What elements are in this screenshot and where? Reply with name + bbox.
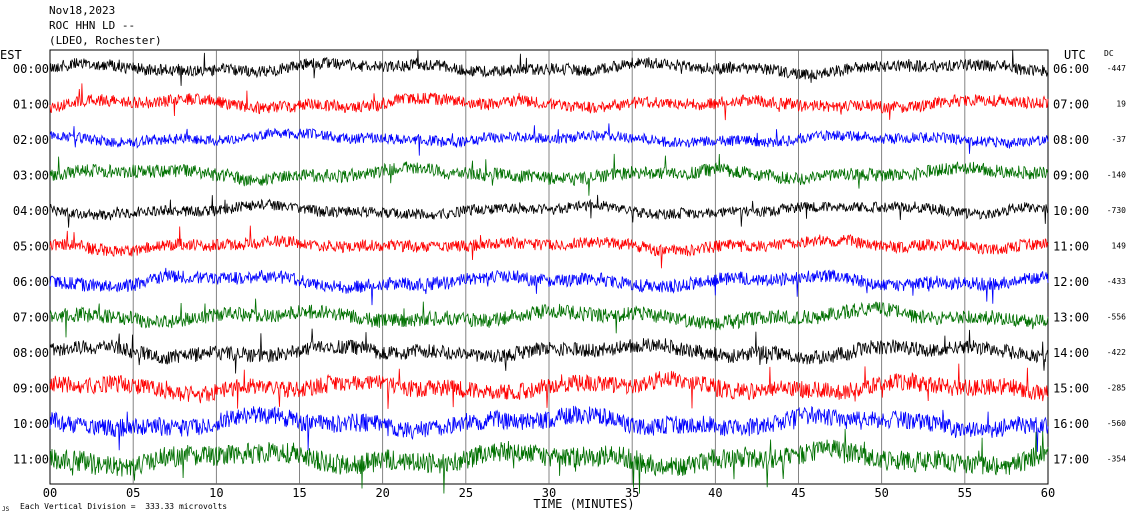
seismic-trace	[49, 428, 1049, 494]
x-tick-label: 40	[708, 486, 722, 500]
est-hour-label: 11:00	[13, 453, 49, 467]
x-tick-label: 05	[126, 486, 140, 500]
dc-offset-value: -560	[1107, 419, 1126, 428]
utc-hour-label: 08:00	[1053, 133, 1089, 147]
dc-offset-value: -422	[1107, 348, 1126, 357]
seismic-trace	[49, 153, 1049, 196]
dc-offset-value: -285	[1107, 384, 1126, 393]
seismic-trace	[49, 363, 1049, 409]
utc-hour-label: 16:00	[1053, 417, 1089, 431]
utc-hour-label: 12:00	[1053, 275, 1089, 289]
est-hour-label: 07:00	[13, 311, 49, 325]
dc-column-header: DC	[1104, 49, 1114, 58]
footer-mark: JS	[2, 506, 10, 513]
dc-offset-value: -730	[1107, 206, 1126, 215]
dc-offset-value: -140	[1107, 171, 1126, 180]
seismic-trace	[49, 123, 1049, 156]
right-timezone-label: UTC	[1064, 48, 1086, 62]
x-tick-label: 50	[874, 486, 888, 500]
left-timezone-label: EST	[0, 48, 22, 62]
est-hour-label: 04:00	[13, 204, 49, 218]
seismic-trace	[49, 83, 1049, 121]
utc-hour-label: 11:00	[1053, 240, 1089, 254]
dc-offset-value: 19	[1116, 100, 1126, 109]
x-tick-label: 10	[209, 486, 223, 500]
seismic-trace	[49, 194, 1049, 228]
dc-offset-value: -37	[1112, 135, 1127, 144]
dc-offset-value: -447	[1107, 64, 1126, 73]
dc-offset-value: -354	[1107, 455, 1126, 464]
est-hour-label: 00:00	[13, 62, 49, 76]
x-tick-label: 45	[791, 486, 805, 500]
utc-hour-label: 10:00	[1053, 204, 1089, 218]
utc-hour-label: 09:00	[1053, 169, 1089, 183]
x-tick-label: 60	[1041, 486, 1055, 500]
dc-offset-value: -433	[1107, 277, 1126, 286]
x-tick-label: 35	[625, 486, 639, 500]
seismic-trace	[49, 49, 1049, 86]
x-tick-label: 15	[292, 486, 306, 500]
chart-title-network: (LDEO, Rochester)	[49, 34, 162, 47]
vertical-division-note: Each Vertical Division = 333.33 microvol…	[20, 502, 228, 511]
seismic-trace	[49, 405, 1049, 452]
chart-title-station: ROC HHN LD --	[49, 19, 136, 32]
seismic-trace	[49, 225, 1049, 269]
seismic-trace	[49, 328, 1049, 374]
utc-hour-label: 06:00	[1053, 62, 1089, 76]
dc-offset-value: -556	[1107, 313, 1126, 322]
chart-title-date: Nov18,2023	[49, 4, 116, 17]
est-hour-label: 03:00	[13, 169, 49, 183]
est-hour-label: 09:00	[13, 382, 49, 396]
est-hour-label: 06:00	[13, 275, 49, 289]
x-tick-label: 25	[459, 486, 473, 500]
est-hour-label: 02:00	[13, 133, 49, 147]
utc-hour-label: 13:00	[1053, 311, 1089, 325]
x-tick-label: 55	[958, 486, 972, 500]
est-hour-label: 05:00	[13, 240, 49, 254]
utc-hour-label: 07:00	[1053, 98, 1089, 112]
dc-offset-value: 149	[1112, 242, 1127, 251]
est-hour-label: 01:00	[13, 98, 49, 112]
seismic-trace	[49, 267, 1049, 306]
seismic-trace	[49, 298, 1049, 338]
x-tick-label: 30	[542, 486, 556, 500]
utc-hour-label: 14:00	[1053, 346, 1089, 360]
x-axis-label: TIME (MINUTES)	[533, 497, 634, 511]
x-tick-label: 20	[375, 486, 389, 500]
utc-hour-label: 15:00	[1053, 382, 1089, 396]
x-tick-label: 00	[43, 486, 57, 500]
utc-hour-label: 17:00	[1053, 453, 1089, 467]
est-hour-label: 08:00	[13, 346, 49, 360]
est-hour-label: 10:00	[13, 417, 49, 431]
